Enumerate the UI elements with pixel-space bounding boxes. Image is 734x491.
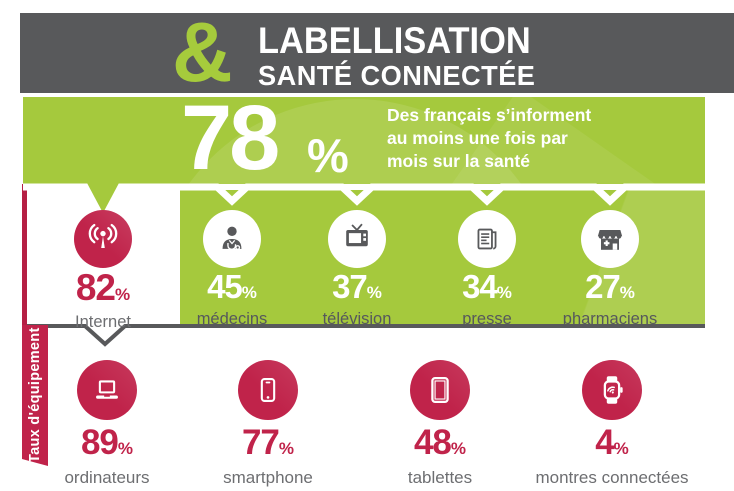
- montres-circle: [582, 360, 642, 420]
- tablet-icon: [431, 376, 449, 404]
- title-line1: LABELLISATION: [258, 20, 531, 61]
- down-chevron-divider: [27, 324, 705, 347]
- header-bar: & LABELLISATION SANTÉ CONNECTÉE: [20, 5, 734, 99]
- page-title: LABELLISATION SANTÉ CONNECTÉE: [258, 22, 551, 90]
- stat-label: presse: [462, 310, 512, 328]
- stat-label: pharmaciens: [562, 310, 658, 328]
- section-divider: [27, 324, 705, 347]
- source-item-medecins: 45% médecins: [167, 210, 297, 328]
- laptop-icon: [96, 380, 118, 399]
- equipment-item-montres: 4% montres connectées: [527, 360, 697, 487]
- stat-value: 77%: [241, 423, 295, 462]
- doctor-icon: [222, 226, 242, 251]
- smartphone-circle: [238, 360, 298, 420]
- source-item-pharmaciens: 27% pharmaciens: [545, 210, 675, 328]
- equipment-sidebar: Taux d'équipement: [22, 325, 48, 466]
- hero-caption: Des français s’informent au moins une fo…: [387, 104, 591, 173]
- stat-value: 37%: [332, 268, 382, 305]
- down-arrow-internet: [87, 183, 119, 213]
- newspaper-icon: [477, 228, 497, 250]
- hero-caption-line1: Des français s’informent: [387, 105, 592, 125]
- title-line2: SANTÉ CONNECTÉE: [258, 60, 536, 91]
- stat-value: 4%: [595, 423, 629, 462]
- stat-value: 45%: [207, 268, 257, 305]
- left-accent-line: [22, 184, 27, 325]
- smartwatch-icon: [603, 376, 623, 404]
- source-item-internet: 82% Internet: [38, 210, 168, 331]
- medecins-circle: [203, 210, 261, 268]
- tv-icon: [346, 223, 368, 247]
- stat-label: smartphone: [223, 468, 313, 487]
- source-item-television: 37% télévision: [292, 210, 422, 328]
- source-item-presse: 34% presse: [422, 210, 552, 328]
- chevron-stripe: [23, 183, 705, 213]
- presse-circle: [458, 210, 516, 268]
- equipment-item-tablettes: 48% tablettes: [355, 360, 525, 487]
- pharmaciens-circle: [581, 210, 639, 268]
- stat-label: médecins: [196, 310, 268, 328]
- broadcast-icon: [88, 223, 118, 248]
- hero-caption-line2: au moins une fois par: [387, 128, 568, 148]
- hero-percent-sign: %: [307, 129, 349, 182]
- smartphone-icon: [260, 378, 276, 402]
- pharmacy-icon: [597, 230, 623, 250]
- equipment-item-smartphone: 77% smartphone: [183, 360, 353, 487]
- stat-value: 48%: [413, 423, 467, 462]
- internet-circle: [74, 210, 132, 268]
- tablettes-circle: [410, 360, 470, 420]
- stat-label: Internet: [75, 313, 131, 331]
- ordinateurs-circle: [77, 360, 137, 420]
- stat-label: tablettes: [407, 468, 473, 487]
- hero-band: 78 % Des français s’informent au moins u…: [23, 97, 705, 184]
- equipment-item-ordinateurs: 89% ordinateurs: [22, 360, 192, 487]
- stat-value: 27%: [585, 268, 635, 305]
- stat-value: 34%: [462, 268, 512, 305]
- ampersand-logo: &: [172, 5, 233, 99]
- hero-caption-line3: mois sur la santé: [387, 151, 530, 171]
- hero-value: 78: [181, 97, 280, 184]
- stat-value: 89%: [80, 423, 134, 462]
- stat-label: ordinateurs: [64, 468, 150, 487]
- television-circle: [328, 210, 386, 268]
- stat-value: 82%: [75, 267, 131, 308]
- stat-label: montres connectées: [535, 468, 689, 487]
- stat-label: télévision: [322, 310, 392, 328]
